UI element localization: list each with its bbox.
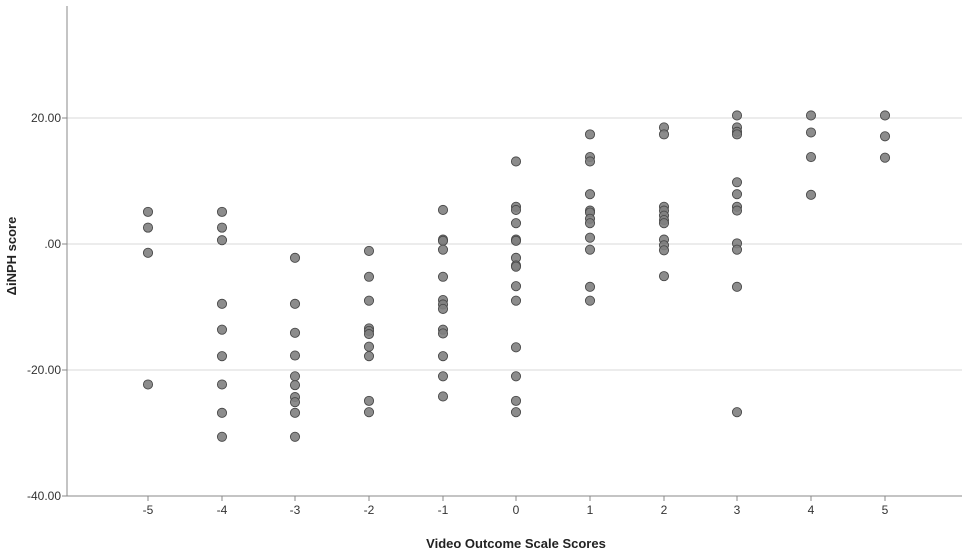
- data-point: [584, 281, 596, 292]
- data-point: [584, 244, 596, 255]
- data-point: [437, 235, 449, 246]
- data-point: [216, 298, 228, 309]
- data-point: [216, 222, 228, 233]
- axes: -40.00 -20.00 .00 20.00 -5 -4 -3 -2 -1 0 1 2 3 4 5: [27, 6, 962, 517]
- data-point: [584, 218, 596, 229]
- data-point: [142, 379, 154, 390]
- data-point: [289, 380, 301, 391]
- data-point: [805, 152, 817, 163]
- data-point: [658, 245, 670, 256]
- data-point: [363, 295, 375, 306]
- data-point: [731, 177, 743, 188]
- y-tick-label: -40.00: [27, 489, 61, 503]
- data-point: [363, 351, 375, 362]
- data-point: [584, 295, 596, 306]
- data-point: [437, 303, 449, 314]
- data-point: [510, 407, 522, 418]
- data-point: [731, 281, 743, 292]
- data-point: [363, 395, 375, 406]
- data-point: [363, 271, 375, 282]
- x-tick-label: -1: [438, 503, 449, 517]
- data-point: [216, 431, 228, 442]
- data-point: [216, 379, 228, 390]
- data-point: [510, 204, 522, 216]
- x-tick-label: -3: [290, 503, 301, 517]
- data-point: [731, 189, 743, 200]
- data-point: [510, 235, 522, 246]
- y-tick-label: 20.00: [31, 111, 61, 125]
- data-point: [363, 341, 375, 352]
- y-axis-title: ΔiNPH score: [4, 217, 19, 296]
- data-point: [363, 407, 375, 418]
- data-point: [289, 397, 301, 408]
- data-point: [216, 235, 228, 246]
- data-point: [510, 156, 522, 167]
- data-point: [510, 218, 522, 229]
- data-point: [879, 110, 891, 121]
- data-point: [216, 206, 228, 217]
- axis-labels: Video Outcome Scale Scores ΔiNPH score: [4, 217, 606, 551]
- data-point: [437, 371, 449, 382]
- data-point: [805, 189, 817, 200]
- x-tick-label: -4: [217, 503, 228, 517]
- data-point: [731, 407, 743, 418]
- data-point: [658, 218, 670, 229]
- data-point: [142, 222, 154, 233]
- x-tick-label: 3: [734, 503, 741, 517]
- data-point: [658, 129, 670, 140]
- data-point: [142, 247, 154, 258]
- data-point: [289, 371, 301, 382]
- data-point: [363, 329, 375, 340]
- data-point: [879, 131, 891, 142]
- x-tick-label: 2: [661, 503, 668, 517]
- data-point: [289, 431, 301, 442]
- data-point: [142, 206, 154, 217]
- data-point: [584, 232, 596, 243]
- data-point: [289, 327, 301, 338]
- x-tick-label: 1: [587, 503, 594, 517]
- data-point: [510, 371, 522, 382]
- data-point: [510, 261, 522, 272]
- data-point: [510, 395, 522, 406]
- x-tick-label: 0: [513, 503, 520, 517]
- data-point: [584, 129, 596, 140]
- data-point: [289, 350, 301, 361]
- x-tick-label: -2: [364, 503, 375, 517]
- data-point: [437, 204, 449, 216]
- x-tick-label: 4: [808, 503, 815, 517]
- data-point: [289, 252, 301, 263]
- x-tick-label: 5: [882, 503, 889, 517]
- data-point: [363, 245, 375, 256]
- data-point: [658, 271, 670, 282]
- data-point: [437, 271, 449, 282]
- data-point: [584, 189, 596, 200]
- data-point: [437, 351, 449, 362]
- data-points: [142, 110, 891, 442]
- data-point: [584, 156, 596, 167]
- data-point: [216, 324, 228, 335]
- y-tick-label: .00: [44, 237, 61, 251]
- data-point: [289, 298, 301, 309]
- data-point: [437, 328, 449, 339]
- y-tick-label: -20.00: [27, 363, 61, 377]
- data-point: [289, 407, 301, 418]
- data-point: [879, 152, 891, 163]
- data-point: [731, 205, 743, 216]
- data-point: [731, 129, 743, 140]
- data-point: [805, 127, 817, 138]
- data-point: [731, 244, 743, 255]
- data-point: [510, 295, 522, 306]
- data-point: [510, 281, 522, 292]
- data-point: [437, 391, 449, 402]
- data-point: [216, 407, 228, 418]
- data-point: [805, 110, 817, 121]
- data-point: [510, 342, 522, 353]
- x-axis-title: Video Outcome Scale Scores: [426, 536, 606, 551]
- data-point: [731, 110, 743, 121]
- x-tick-label: -5: [143, 503, 154, 517]
- data-point: [216, 351, 228, 362]
- data-point: [437, 244, 449, 255]
